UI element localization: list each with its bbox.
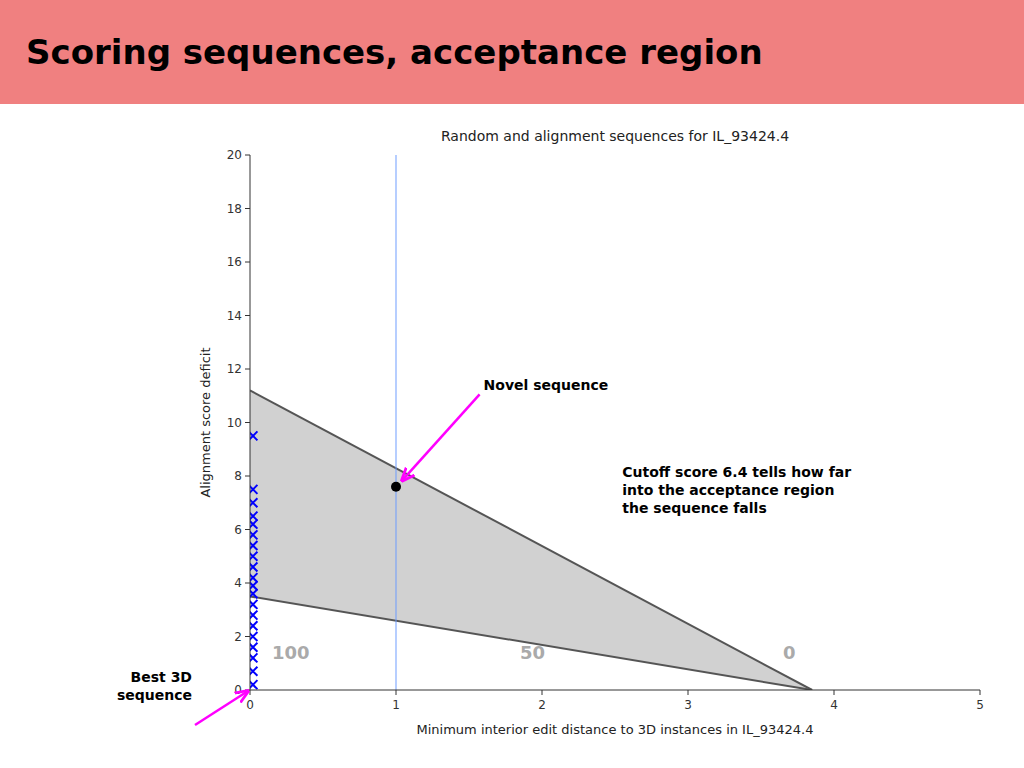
y-tick	[245, 476, 250, 477]
point	[391, 482, 401, 492]
x-tick-label: 5	[976, 698, 984, 712]
vertical-line	[395, 155, 396, 690]
y-tick	[245, 583, 250, 584]
text-line: into the acceptance region	[622, 482, 834, 498]
y-tick	[245, 155, 250, 156]
y-tick-label: 8	[234, 469, 242, 483]
x-marker	[250, 600, 257, 609]
annotation-arrow	[195, 691, 248, 725]
x-tick	[688, 690, 689, 695]
title: Random and alignment sequences for IL_93…	[441, 128, 789, 144]
y-tick-label: 12	[227, 362, 242, 376]
x-tick	[834, 690, 835, 695]
x-marker	[250, 552, 257, 561]
x-axis-label: Minimum interior edit distance to 3D ins…	[417, 722, 814, 737]
y-tick	[245, 529, 250, 530]
x-marker	[250, 667, 257, 676]
axes: 01234502468101214161820	[227, 148, 984, 712]
y-tick-label: 14	[227, 309, 242, 323]
x-marker	[250, 512, 257, 521]
y-tick	[245, 315, 250, 316]
x-marker	[250, 621, 257, 630]
boundary-line	[250, 390, 812, 690]
score-label: 50	[520, 642, 545, 663]
x-tick-label: 3	[684, 698, 692, 712]
acceptance-region	[250, 390, 812, 690]
x-tick-label: 4	[830, 698, 838, 712]
y-tick-label: 2	[234, 630, 242, 644]
y-tick	[245, 636, 250, 637]
annotation: Best 3D sequence	[117, 669, 192, 703]
y-axis-label: Alignment score deficit	[198, 347, 213, 497]
x-marker	[250, 573, 257, 582]
x-tick-label: 0	[246, 698, 254, 712]
chart: Scoring sequences, acceptance region Rand…	[0, 0, 1024, 768]
annotation: Cutoff score 6.4 tells how far into the a…	[622, 464, 851, 516]
y-tick-label: 6	[234, 523, 242, 537]
x-tick	[396, 690, 397, 695]
x-tick	[542, 690, 543, 695]
score-label: 0	[783, 642, 796, 663]
x-marker	[250, 581, 257, 590]
x-marker	[250, 653, 257, 662]
x-marker	[250, 485, 257, 494]
x-marker	[250, 541, 257, 550]
x-marker	[250, 530, 257, 539]
annotation-arrow	[402, 394, 480, 480]
y-tick-label: 16	[227, 255, 242, 269]
score-label: 100	[272, 642, 310, 663]
x-marker	[250, 643, 257, 652]
y-tick	[245, 369, 250, 370]
y-tick-label: 18	[227, 202, 242, 216]
boundary-line	[250, 596, 812, 690]
text-line: Best 3D	[131, 669, 192, 685]
x-tick-label: 1	[392, 698, 400, 712]
x-marker	[250, 562, 257, 571]
y-tick-label: 4	[234, 576, 242, 590]
annotation: Novel sequence	[484, 377, 609, 393]
text-line: sequence	[117, 687, 192, 703]
y-tick	[245, 422, 250, 423]
x-marker	[250, 520, 257, 529]
x-marker	[250, 498, 257, 507]
x-marker	[250, 431, 257, 440]
x-axis-line	[250, 690, 980, 691]
header-text: Scoring sequences, acceptance region	[26, 32, 763, 72]
x-tick	[250, 690, 251, 695]
text-line: the sequence falls	[622, 500, 766, 516]
x-tick-label: 2	[538, 698, 546, 712]
y-tick	[245, 208, 250, 209]
text-line: Cutoff score 6.4 tells how far	[622, 464, 851, 480]
plot-area	[250, 155, 812, 690]
y-tick-label: 20	[227, 148, 242, 162]
y-tick-label: 10	[227, 416, 242, 430]
x-tick	[980, 690, 981, 695]
x-marker	[250, 632, 257, 641]
x-marker	[250, 589, 257, 598]
x-marker	[250, 611, 257, 620]
y-tick	[245, 262, 250, 263]
annotations: Novel sequence Cutoff score 6.4 tells how…	[117, 377, 851, 725]
header-banner	[0, 0, 1024, 104]
x-marker	[250, 680, 257, 689]
